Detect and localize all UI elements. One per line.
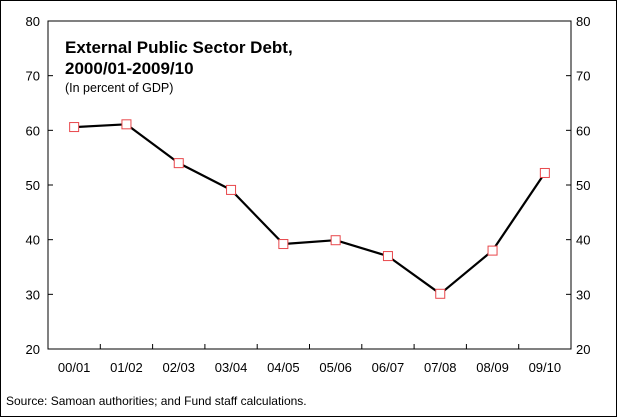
y-tick-label-right-3: 50 bbox=[576, 178, 590, 193]
data-point-09-10 bbox=[539, 167, 550, 178]
y-tick-label-left-2: 40 bbox=[26, 233, 40, 248]
y-tick-label-right-2: 40 bbox=[576, 233, 590, 248]
y-tick-label-left-3: 50 bbox=[26, 178, 40, 193]
series bbox=[69, 119, 550, 299]
x-tick-label-1: 01/02 bbox=[110, 360, 143, 375]
y-tick-label-right-0: 20 bbox=[576, 342, 590, 357]
data-point-07-08 bbox=[435, 288, 446, 299]
data-point-04-05 bbox=[278, 239, 289, 250]
chart-subtitle: (In percent of GDP) bbox=[65, 81, 173, 95]
data-point-00-01 bbox=[69, 122, 80, 133]
x-axis: 00/01 01/02 02/03 03/04 04/05 05/06 06/07 07/08… bbox=[47, 344, 572, 375]
data-point-02-03 bbox=[173, 158, 184, 169]
y-tick-label-right-6: 80 bbox=[576, 14, 590, 29]
y-axis-left: 20 30 40 50 60 70 80 bbox=[26, 14, 53, 357]
x-tick-label-2: 02/03 bbox=[162, 360, 195, 375]
x-tick-label-7: 07/08 bbox=[424, 360, 457, 375]
data-point-05-06 bbox=[330, 235, 341, 246]
data-point-01-02 bbox=[121, 119, 132, 130]
series-line-0 bbox=[74, 123, 546, 295]
y-tick-label-left-4: 60 bbox=[26, 123, 40, 138]
y-tick-label-left-6: 80 bbox=[26, 14, 40, 29]
chart-title-line-2: 2000/01-2009/10 bbox=[65, 59, 194, 78]
source-note: Source: Samoan authorities; and Fund sta… bbox=[6, 394, 307, 408]
x-tick-label-6: 06/07 bbox=[372, 360, 405, 375]
y-tick-label-left-1: 30 bbox=[26, 287, 40, 302]
plot-area bbox=[47, 20, 572, 350]
x-tick-label-4: 04/05 bbox=[267, 360, 300, 375]
x-tick-label-3: 03/04 bbox=[215, 360, 248, 375]
chart-title-line-1: External Public Sector Debt, bbox=[65, 38, 293, 57]
y-tick-label-right-4: 60 bbox=[576, 123, 590, 138]
x-tick-label-0: 00/01 bbox=[58, 360, 91, 375]
data-point-06-07 bbox=[382, 251, 393, 262]
x-tick-label-8: 08/09 bbox=[476, 360, 509, 375]
data-point-08-09 bbox=[487, 245, 498, 256]
y-tick-label-right-5: 70 bbox=[576, 69, 590, 84]
y-tick-label-right-1: 30 bbox=[576, 287, 590, 302]
y-axis-right: 20 30 40 50 60 70 80 bbox=[566, 14, 590, 357]
x-tick-label-5: 05/06 bbox=[319, 360, 352, 375]
x-tick-label-9: 09/10 bbox=[529, 360, 562, 375]
y-tick-label-left-5: 70 bbox=[26, 69, 40, 84]
data-point-03-04 bbox=[226, 184, 237, 195]
y-tick-label-left-0: 20 bbox=[26, 342, 40, 357]
